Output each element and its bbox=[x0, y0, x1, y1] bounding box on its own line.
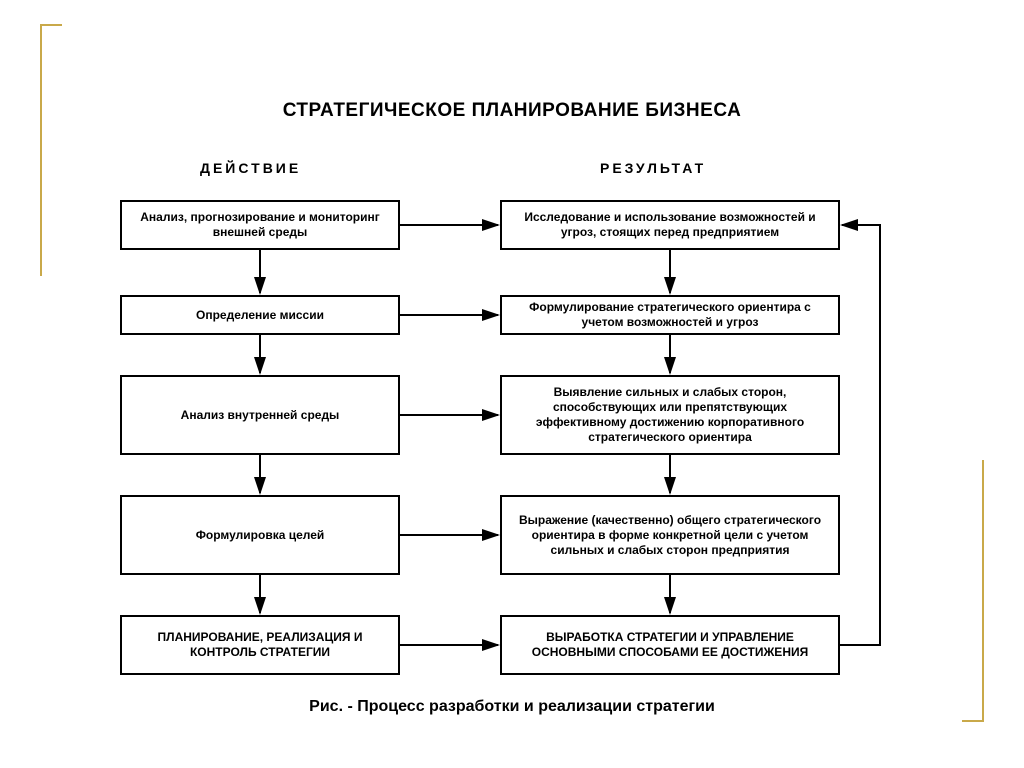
node-result-3: Выявление сильных и слабых сторон, спосо… bbox=[500, 375, 840, 455]
column-header-result: РЕЗУЛЬТАТ bbox=[600, 160, 706, 176]
figure-caption: Рис. - Процесс разработки и реализации с… bbox=[0, 698, 1024, 716]
node-action-4: Формулировка целей bbox=[120, 495, 400, 575]
flowchart: ДЕЙСТВИЕ РЕЗУЛЬТАТ Анализ, прогнозирован… bbox=[120, 160, 910, 700]
frame-corner-bottom-right bbox=[962, 460, 984, 722]
frame-corner-top-left bbox=[40, 24, 62, 276]
node-action-2: Определение миссии bbox=[120, 295, 400, 335]
node-result-1: Исследование и использование воз­можност… bbox=[500, 200, 840, 250]
column-header-action: ДЕЙСТВИЕ bbox=[200, 160, 301, 176]
slide: СТРАТЕГИЧЕСКОЕ ПЛАНИРОВАНИЕ БИЗНЕСА ДЕЙС… bbox=[0, 0, 1024, 768]
node-action-3: Анализ внутренней среды bbox=[120, 375, 400, 455]
slide-title: СТРАТЕГИЧЕСКОЕ ПЛАНИРОВАНИЕ БИЗНЕСА bbox=[0, 100, 1024, 122]
node-result-2: Формулирование стратегического ори­ентир… bbox=[500, 295, 840, 335]
node-result-4: Выражение (качественно) общего стратегич… bbox=[500, 495, 840, 575]
node-action-1: Анализ, прогнозирование и мониторинг вне… bbox=[120, 200, 400, 250]
node-result-5: ВЫРАБОТКА СТРАТЕГИИ И УПРАВЛЕНИЕ ОСНОВНЫ… bbox=[500, 615, 840, 675]
node-action-5: ПЛАНИРОВАНИЕ, РЕАЛИЗАЦИЯ И КОНТРОЛЬ СТРА… bbox=[120, 615, 400, 675]
